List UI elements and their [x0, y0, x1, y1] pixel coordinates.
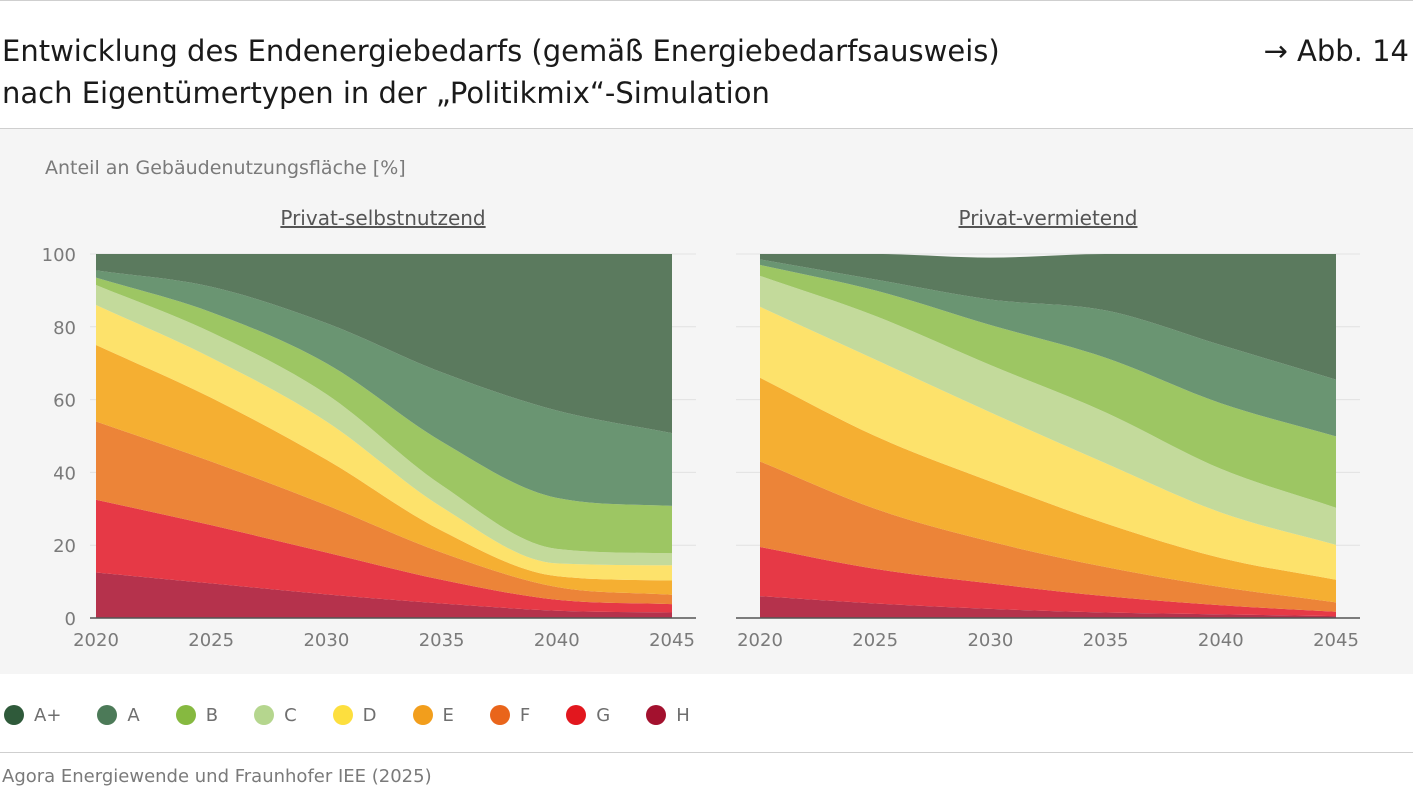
legend: A+ A B C D E F G H	[4, 700, 726, 730]
legend-swatch	[175, 705, 196, 725]
legend-swatch	[97, 705, 118, 725]
x-tick-label: 2045	[649, 630, 695, 651]
panel-privat-vermietend: 2020 2025 2030 2035 2040 2045 Privat-vermieten…	[736, 206, 1360, 651]
legend-item: D	[332, 704, 377, 726]
legend-item: C	[254, 705, 297, 726]
top-rule	[0, 0, 1413, 1]
legend-label: C	[284, 704, 297, 726]
legend-swatch	[646, 705, 667, 725]
area-A	[96, 270, 672, 506]
legend-label: F	[519, 704, 531, 726]
header-rule	[0, 128, 1413, 129]
area-Aplus	[96, 254, 672, 434]
legend-item: F	[489, 704, 531, 726]
legend-swatch	[254, 705, 275, 725]
legend-swatch	[489, 705, 510, 725]
panel-title: Privat-selbstnutzend	[280, 206, 485, 230]
legend-label: D	[362, 704, 377, 726]
y-tick-label: 0	[65, 609, 76, 630]
x-tick-label: 2040	[534, 630, 580, 651]
y-tick-label: 60	[53, 391, 76, 412]
x-tick-label: 2030	[967, 630, 1013, 651]
x-tick-label: 2025	[852, 630, 898, 651]
y-tick-label: 80	[53, 318, 76, 339]
area-Aplus	[760, 254, 1336, 380]
area-G	[760, 547, 1336, 617]
legend-label: A+	[34, 704, 62, 726]
source-note: Agora Energiewende und Fraunhofer IEE (2…	[2, 766, 432, 787]
x-tick-label: 2025	[188, 630, 234, 651]
x-tick-label: 2030	[303, 630, 349, 651]
legend-swatch	[412, 705, 433, 725]
area-C	[760, 275, 1336, 545]
figure-reference: → Abb. 14	[1263, 34, 1409, 68]
x-tick-label: 2020	[737, 630, 783, 651]
legend-label: B	[205, 704, 219, 726]
y-tick-label: 20	[53, 536, 76, 557]
legend-swatch	[332, 705, 353, 725]
y-tick-label: 40	[53, 463, 76, 484]
footer-rule	[0, 752, 1413, 753]
area-D	[96, 304, 672, 581]
x-tick-label: 2045	[1313, 630, 1359, 651]
area-H	[760, 596, 1336, 618]
legend-swatch	[566, 705, 587, 725]
area-F	[760, 461, 1336, 612]
x-tick-label: 2040	[1198, 630, 1244, 651]
title-line-2: nach Eigentümertypen in der „Politikmix“…	[2, 76, 770, 110]
y-axis-label: Anteil an Gebäudenutzungsfläche [%]	[45, 157, 406, 179]
area-D	[760, 306, 1336, 580]
area-A	[760, 259, 1336, 437]
legend-item: A+	[4, 705, 61, 726]
legend-item: G	[566, 705, 610, 726]
x-tick-label: 2035	[419, 630, 465, 651]
panel-title: Privat-vermietend	[959, 206, 1138, 230]
legend-item: B	[175, 704, 219, 726]
title-line-1: Entwicklung des Endenergiebedarfs (gemäß…	[2, 34, 1000, 68]
chart-title: Entwicklung des Endenergiebedarfs (gemäß…	[2, 30, 1152, 114]
legend-label: E	[442, 704, 454, 726]
area-F	[96, 421, 672, 605]
area-B	[96, 277, 672, 554]
x-tick-label: 2020	[73, 630, 119, 651]
area-E	[760, 377, 1336, 603]
x-tick-label: 2035	[1083, 630, 1129, 651]
area-B	[760, 264, 1336, 508]
legend-item: A	[97, 704, 140, 726]
legend-item: E	[412, 704, 454, 726]
legend-label: G	[596, 704, 611, 726]
legend-label: H	[676, 704, 690, 726]
legend-label: A	[127, 704, 140, 726]
legend-swatch	[4, 705, 24, 725]
area-G	[96, 499, 672, 613]
legend-item: H	[646, 705, 690, 726]
area-C	[96, 284, 672, 566]
area-H	[96, 572, 672, 618]
y-tick-label: 100	[42, 245, 76, 266]
